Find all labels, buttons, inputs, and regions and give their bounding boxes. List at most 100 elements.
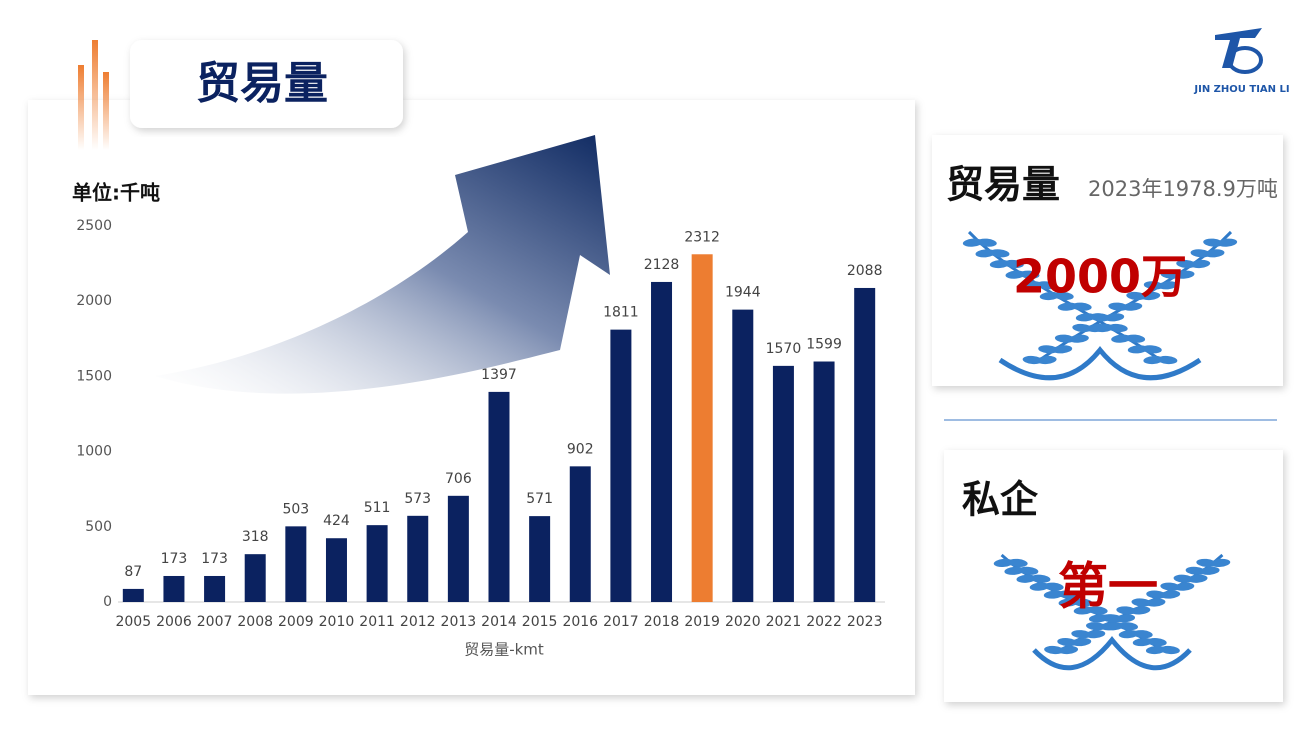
wreath-leaf — [1115, 614, 1136, 623]
wreath-leaf — [1068, 334, 1089, 343]
wreath-leaf — [1071, 302, 1092, 311]
x-tick-label: 2011 — [359, 614, 395, 630]
wreath-leaf — [1036, 281, 1057, 290]
wreath-leaf — [1058, 645, 1079, 655]
wreath-leaf — [1052, 345, 1073, 354]
growth-arrow — [155, 135, 610, 394]
x-tick-label: 2017 — [603, 614, 639, 630]
x-tick-label: 2012 — [400, 614, 436, 630]
y-tick-label: 2500 — [76, 218, 112, 234]
wreath-leaf — [1130, 606, 1151, 615]
x-tick-label: 2018 — [644, 614, 680, 630]
bar — [366, 525, 388, 602]
wreath-leaf — [1174, 582, 1195, 591]
bar — [204, 575, 226, 602]
wreath-leaf — [1146, 638, 1167, 647]
panel-highlight: 第一 — [1058, 558, 1158, 616]
wreath-leaf — [1019, 270, 1040, 279]
x-tick-label: 2020 — [725, 614, 761, 630]
value-label: 503 — [282, 501, 309, 517]
value-label: 902 — [567, 441, 594, 457]
wreath-leaf — [1160, 590, 1181, 599]
wreath-leaf — [1071, 638, 1092, 647]
wreath-leaf — [1057, 590, 1078, 599]
bar — [285, 526, 307, 602]
wreath-leaf — [1190, 259, 1211, 269]
wreath-leaf — [1145, 598, 1166, 607]
value-label: 2128 — [644, 257, 680, 273]
y-tick-label: 500 — [85, 519, 112, 535]
y-tick-label: 2000 — [76, 293, 112, 309]
wreath-leaf — [1085, 630, 1106, 639]
wreath-leaf — [1125, 334, 1146, 343]
value-label: 87 — [124, 564, 142, 580]
wreath-leaf — [1204, 249, 1225, 258]
x-tick-label: 2021 — [766, 614, 802, 630]
y-tick-label: 0 — [103, 594, 112, 610]
deco-bar — [78, 65, 84, 150]
wreath-leaf — [976, 238, 997, 247]
wreath-leaf — [1003, 259, 1024, 269]
wreath-leaf — [1122, 302, 1143, 311]
value-label: 2088 — [847, 263, 883, 279]
bar — [691, 254, 713, 602]
y-tick-label: 1000 — [76, 444, 112, 460]
x-tick-label: 2022 — [806, 614, 842, 630]
wreath-ribbon — [998, 346, 1202, 381]
y-tick-label: 1500 — [76, 368, 112, 384]
wreath-leaf — [1104, 313, 1125, 322]
deco-bar — [92, 40, 98, 150]
bar — [529, 516, 551, 602]
bar — [122, 588, 144, 602]
x-tick-label: 2010 — [319, 614, 355, 630]
wreath-leaf — [1018, 566, 1039, 575]
value-label: 173 — [201, 551, 228, 567]
x-tick-label: 2015 — [522, 614, 558, 630]
panel-card — [932, 135, 1283, 386]
value-label: 424 — [323, 513, 350, 529]
wreath-leaf — [1072, 598, 1093, 607]
wreath-leaf — [1157, 281, 1178, 290]
bar — [488, 391, 510, 602]
x-tick-label: 2014 — [481, 614, 517, 630]
wreath-leaf — [1140, 291, 1161, 301]
value-label: 573 — [404, 491, 431, 507]
value-label: 173 — [161, 551, 188, 567]
wreath-leaf — [1100, 622, 1120, 631]
bar — [651, 281, 673, 602]
x-tick-label: 2019 — [684, 614, 720, 630]
value-label: 1397 — [481, 367, 517, 383]
value-label: 1944 — [725, 285, 761, 301]
panel-card — [944, 450, 1283, 702]
wreath-ribbon — [1032, 636, 1192, 671]
bar — [610, 329, 632, 602]
x-tick-label: 2008 — [237, 614, 273, 630]
wreath-leaf — [1036, 355, 1057, 365]
wreath-leaf — [1217, 238, 1238, 247]
unit-label: 单位:千吨 — [72, 181, 160, 205]
header-tab — [130, 40, 403, 128]
value-label: 1811 — [603, 305, 639, 321]
value-label: 706 — [445, 471, 472, 487]
wreath-leaf — [989, 249, 1010, 258]
logo — [1215, 28, 1263, 74]
wreath-leaf — [1118, 622, 1138, 631]
value-label: 511 — [364, 500, 391, 516]
bar — [325, 538, 347, 602]
wreath-leaf — [1199, 566, 1220, 575]
value-label: 1570 — [766, 341, 802, 357]
bar — [407, 515, 429, 602]
panel-title: 私企 — [962, 478, 1039, 522]
x-tick-label: 2007 — [197, 614, 233, 630]
bar — [163, 575, 185, 602]
deco-bar — [103, 72, 109, 150]
wreath-leaf — [1007, 558, 1028, 567]
bar — [447, 495, 469, 602]
x-tick-label: 2023 — [847, 614, 883, 630]
wreath-leaf — [1107, 323, 1128, 333]
wreath-leaf — [1187, 574, 1208, 583]
x-tick-label: 2006 — [156, 614, 192, 630]
x-tick-label: 2009 — [278, 614, 314, 630]
